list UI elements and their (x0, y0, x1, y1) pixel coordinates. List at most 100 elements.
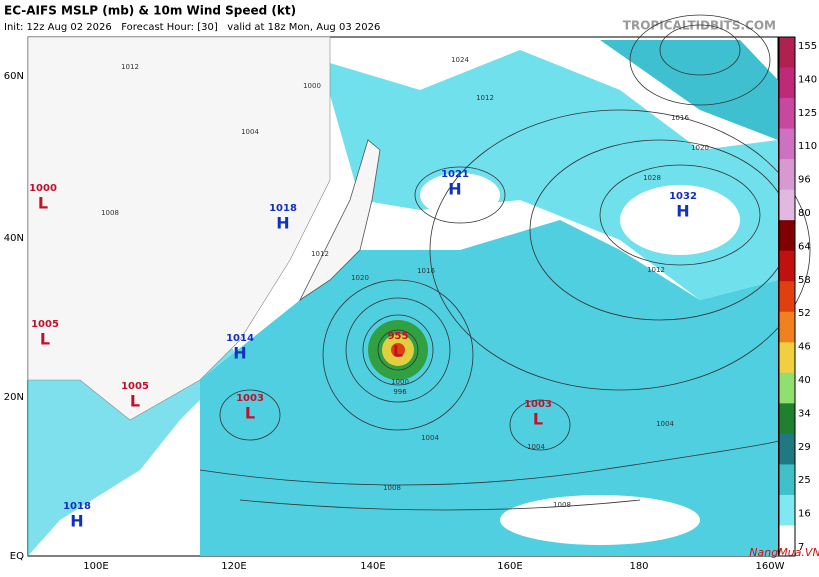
isobar-label: 1016 (417, 267, 435, 275)
center-letter: H (233, 344, 246, 363)
center-pressure: 1003 (524, 399, 552, 410)
center-letter: H (676, 202, 689, 221)
isobar-label: 1012 (647, 266, 665, 274)
center-pressure: 1032 (669, 191, 697, 202)
calm-area (620, 185, 740, 255)
colorbar-tick-label: 25 (798, 475, 811, 486)
lat-label: 40N (4, 233, 24, 244)
isobar-label: 1012 (476, 94, 494, 102)
center-letter: L (40, 330, 50, 349)
isobar-label: 996 (393, 388, 407, 396)
colorbar-tick-label: 80 (798, 208, 811, 219)
colorbar-segment (779, 464, 795, 496)
isobar-label: 1028 (643, 174, 661, 182)
colorbar-segment (779, 220, 795, 252)
center-letter: L (38, 194, 48, 213)
isobars (199, 14, 811, 511)
colorbar-tick-label: 125 (798, 108, 817, 119)
colorbar-segment (779, 372, 795, 404)
colorbar-tick-label: 34 (798, 408, 811, 419)
colorbar-segment (779, 403, 795, 435)
colorbar-tick-label: 58 (798, 275, 811, 286)
colorbar (778, 36, 796, 557)
colorbar-tick-label: 140 (798, 74, 817, 85)
colorbar-segment (779, 189, 795, 221)
isobar-label: 1000 (303, 82, 321, 90)
center-pressure: 1000 (29, 183, 57, 194)
center-letter: L (393, 342, 403, 361)
colorbar-segment (779, 37, 795, 69)
colorbar-segment (779, 67, 795, 99)
lon-label: 100E (83, 561, 108, 572)
isobar-label: 1008 (383, 484, 401, 492)
isobar-label: 1004 (527, 443, 545, 451)
center-pressure: 1005 (31, 319, 59, 330)
colorbar-tick-label: 7 (798, 542, 804, 553)
isobar-label: 1020 (691, 144, 709, 152)
colorbar-tick-label: 46 (798, 342, 811, 353)
center-pressure: 1003 (236, 393, 264, 404)
center-pressure: 1021 (441, 169, 469, 180)
colorbar-segment (779, 159, 795, 191)
center-letter: H (70, 512, 83, 531)
isobar-label: 1024 (451, 56, 469, 64)
center-pressure: 955 (388, 331, 409, 342)
watermark: NangMua.VN (749, 546, 819, 559)
map-area (27, 14, 811, 557)
center-letter: L (130, 392, 140, 411)
center-pressure: 1018 (63, 501, 91, 512)
isobar-label: 1012 (121, 63, 139, 71)
lon-label: 160E (497, 561, 522, 572)
lat-label: 60N (4, 71, 24, 82)
colorbar-frame (778, 36, 796, 557)
lon-label: 120E (221, 561, 246, 572)
colorbar-tick-label: 29 (798, 442, 811, 453)
center-letter: H (276, 214, 289, 233)
title: EC-AIFS MSLP (mb) & 10m Wind Speed (kt) (4, 4, 296, 18)
isobar-label: 1004 (241, 128, 259, 136)
isobar-label: 1004 (421, 434, 439, 442)
colorbar-segment (779, 433, 795, 465)
isobar-label: 1020 (351, 274, 369, 282)
lon-label: 140E (360, 561, 385, 572)
colorbar-tick-label: 110 (798, 141, 817, 152)
colorbar-tick-label: 96 (798, 175, 811, 186)
calm-area (500, 495, 700, 545)
colorbar-segment (779, 250, 795, 282)
colorbar-tick-label: 64 (798, 241, 811, 252)
isobar-label: 1008 (101, 209, 119, 217)
lon-label: 180 (629, 561, 648, 572)
japan (298, 139, 381, 302)
colorbar-segment (779, 342, 795, 374)
center-pressure: 1018 (269, 203, 297, 214)
wind-shade (600, 40, 778, 140)
colorbar-tick-label: 52 (798, 308, 811, 319)
colorbar-segment (779, 525, 795, 557)
colorbar-tick-label: 40 (798, 375, 811, 386)
subtitle: Init: 12z Aug 02 2026 Forecast Hour: [30… (4, 22, 380, 33)
colorbar-segment (779, 311, 795, 343)
isobar-label: 1000 (391, 378, 409, 386)
colorbar-segment (779, 98, 795, 130)
typhoon-core (391, 343, 405, 357)
land (27, 36, 331, 421)
colorbar-tick-label: 155 (798, 41, 817, 52)
lat-label: 20N (4, 392, 24, 403)
center-pressure: 1014 (226, 333, 254, 344)
isobar-label: 1016 (671, 114, 689, 122)
isobar-label: 1012 (311, 250, 329, 258)
colorbar-segment (779, 128, 795, 160)
colorbar-segment (779, 494, 795, 526)
lon-label: 160W (756, 561, 785, 572)
center-letter: H (448, 180, 461, 199)
colorbar-segment (779, 281, 795, 313)
center-letter: L (245, 404, 255, 423)
lat-label: EQ (10, 551, 24, 562)
center-pressure: 1005 (121, 381, 149, 392)
isobar-label: 1004 (656, 420, 674, 428)
center-letter: L (533, 410, 543, 429)
colorbar-tick-label: 16 (798, 509, 811, 520)
wind-shade (200, 220, 778, 556)
isobar-label: 1008 (553, 501, 571, 509)
